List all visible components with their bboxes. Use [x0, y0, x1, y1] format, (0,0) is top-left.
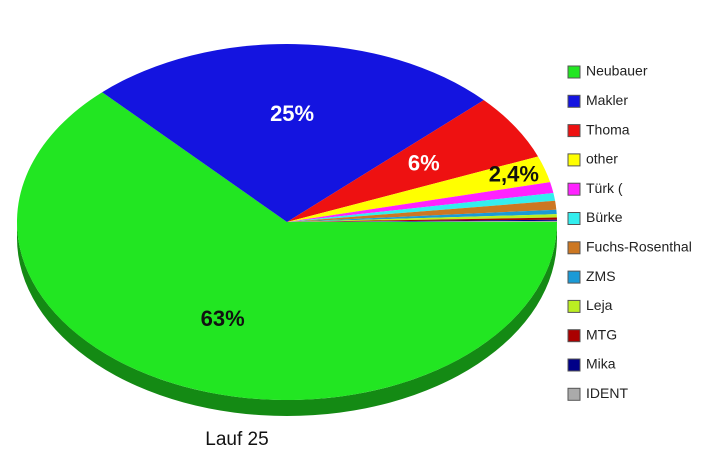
pie-slice [287, 193, 556, 222]
pie-slice [287, 219, 557, 222]
data-label: 25% [270, 101, 314, 126]
legend-swatch [567, 94, 581, 108]
legend-swatch [567, 299, 581, 313]
legend-swatch [567, 124, 581, 138]
legend-label: Neubauer [586, 63, 648, 79]
pie-slice [287, 100, 539, 222]
pie-slice [287, 217, 557, 222]
data-label: 6% [408, 151, 440, 176]
legend-label: Fuchs-Rosenthal [586, 239, 692, 255]
legend-label: Türk ( [586, 180, 623, 196]
legend-label: Thoma [586, 121, 630, 137]
legend-swatch [567, 270, 581, 284]
legend-swatch [567, 358, 581, 372]
legend-swatch [567, 182, 581, 196]
pie-slice [287, 182, 554, 222]
legend-swatch [567, 65, 581, 79]
pie-slice [102, 43, 484, 222]
legend-label: Mika [586, 356, 616, 372]
legend-label: other [586, 151, 618, 167]
legend-label: Bürke [586, 209, 623, 225]
legend-label: ZMS [586, 268, 616, 284]
legend-swatch [567, 153, 581, 167]
legend-label: MTG [586, 326, 617, 342]
legend-swatch [567, 241, 581, 255]
legend-label: IDENT [586, 385, 628, 401]
pie-slice [17, 92, 558, 400]
pie-slice [287, 200, 557, 222]
pie-slice [287, 156, 551, 222]
data-label: 2,4% [489, 161, 539, 186]
data-label: 63% [201, 306, 245, 331]
pie-slice [287, 220, 557, 222]
legend-label: Leja [586, 297, 613, 313]
legend-label: Makler [586, 92, 628, 108]
legend-swatch [567, 212, 581, 225]
pie-slice [287, 209, 557, 222]
legend-swatch [567, 329, 581, 343]
chart-title: Lauf 25 [205, 429, 268, 450]
pie-slice [287, 214, 557, 222]
legend-swatch [567, 387, 581, 401]
